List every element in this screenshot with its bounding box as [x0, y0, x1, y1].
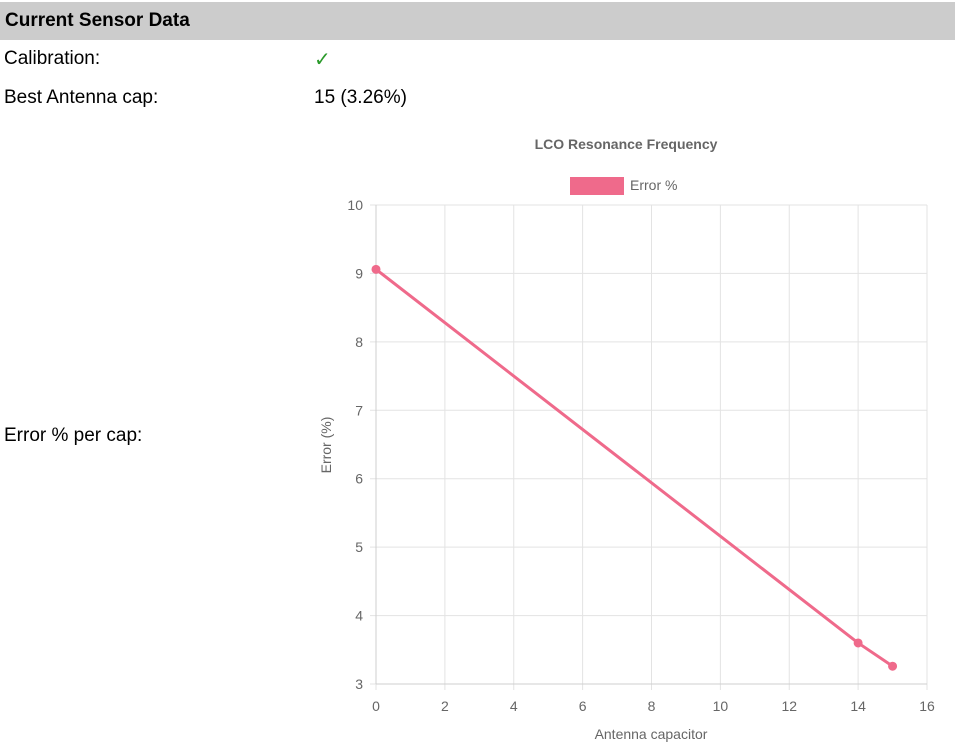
- best-antenna-cap-value: 15 (3.26%): [314, 87, 407, 108]
- chart-series: [371, 264, 898, 671]
- section-header: Current Sensor Data: [0, 2, 955, 40]
- calibration-check-icon: ✓: [314, 49, 331, 71]
- y-tick-label: 9: [355, 265, 363, 281]
- chart-ticks: 0 2 4 6 8 10 12 14 16 3 4 5 6 7 8 9 10: [347, 197, 935, 714]
- chart-title: LCO Resonance Frequency: [535, 136, 718, 152]
- data-point: [371, 264, 381, 274]
- y-tick-label: 8: [355, 334, 363, 350]
- y-tick-label: 6: [355, 471, 363, 487]
- legend-swatch[interactable]: [570, 177, 624, 195]
- x-tick-label: 8: [648, 698, 656, 714]
- x-tick-label: 10: [713, 698, 729, 714]
- error-chart: LCO Resonance Frequency Error % 0 2 4 6 8 10 1…: [318, 136, 935, 742]
- section-title: Current Sensor Data: [5, 10, 190, 31]
- y-tick-label: 3: [355, 676, 363, 692]
- best-antenna-cap-label: Best Antenna cap:: [4, 87, 159, 108]
- legend-label[interactable]: Error %: [630, 177, 677, 193]
- x-tick-label: 0: [372, 698, 380, 714]
- x-tick-label: 6: [579, 698, 587, 714]
- x-tick-label: 16: [919, 698, 935, 714]
- x-tick-label: 14: [850, 698, 866, 714]
- y-tick-label: 10: [347, 197, 363, 213]
- error-per-cap-label: Error % per cap:: [4, 425, 143, 446]
- y-tick-label: 4: [355, 608, 363, 624]
- y-tick-label: 7: [355, 402, 363, 418]
- y-axis-label: Error (%): [318, 417, 334, 474]
- x-tick-label: 12: [781, 698, 797, 714]
- chart-grid: [370, 204, 928, 690]
- series-line: [375, 268, 894, 668]
- data-point: [853, 638, 863, 648]
- x-axis-label: Antenna capacitor: [595, 726, 708, 742]
- x-tick-label: 2: [441, 698, 449, 714]
- x-tick-label: 4: [510, 698, 518, 714]
- y-tick-label: 5: [355, 539, 363, 555]
- calibration-label: Calibration:: [4, 48, 101, 69]
- data-point: [888, 661, 898, 671]
